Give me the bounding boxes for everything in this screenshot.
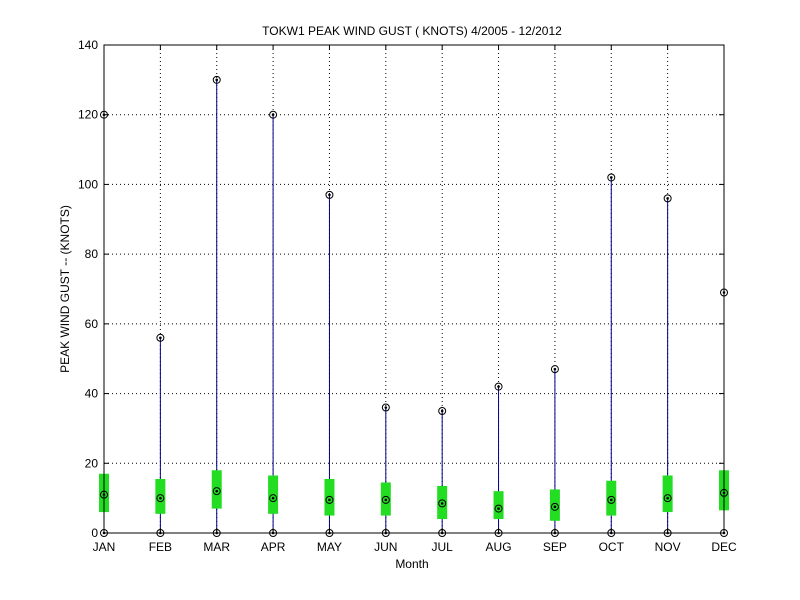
mean-marker-dot — [666, 496, 669, 500]
max-marker-dot — [159, 336, 162, 340]
y-tick-label: 120 — [78, 108, 98, 122]
x-tick-label: JUL — [432, 540, 454, 554]
mean-marker-dot — [609, 498, 613, 502]
mean-marker-dot — [328, 498, 331, 502]
mean-marker-dot — [440, 502, 444, 505]
x-tick-label: MAR — [203, 540, 230, 554]
max-marker — [663, 194, 672, 203]
max-marker-dot — [609, 176, 613, 179]
max-marker — [607, 173, 616, 182]
max-marker-dot — [553, 367, 557, 371]
plot-frame — [103, 44, 725, 534]
max-marker-dot — [328, 193, 331, 197]
box-bar — [549, 489, 560, 521]
mean-marker — [381, 495, 390, 504]
box-bar — [324, 478, 335, 516]
box-bar — [662, 475, 673, 513]
box-bar — [606, 480, 617, 516]
max-marker — [438, 407, 447, 415]
mean-marker — [438, 499, 447, 508]
mean-marker — [607, 495, 616, 504]
mean-marker — [212, 487, 221, 496]
y-ticks: 0 20 40 60 80 100 120 140 — [78, 38, 724, 540]
x-tick-label: AUG — [486, 540, 512, 554]
box-bar — [211, 470, 222, 509]
max-marker — [494, 382, 503, 391]
x-tick-label: DEC — [711, 540, 737, 554]
max-marker — [550, 365, 559, 374]
max-marker — [212, 75, 221, 84]
y-tick-label: 80 — [85, 247, 99, 261]
x-tick-label: APR — [261, 540, 286, 554]
mean-marker — [325, 495, 334, 504]
chart-title: TOKW1 PEAK WIND GUST ( KNOTS) 4/2005 - 1… — [262, 24, 562, 38]
x-tick-label: MAY — [317, 540, 342, 554]
y-axis-label: PEAK WIND GUST -- (KNOTS) — [58, 205, 72, 373]
x-tick-label: SEP — [543, 540, 567, 554]
max-marker — [381, 403, 390, 412]
mean-marker-dot — [159, 496, 162, 500]
month-box-apr — [268, 110, 279, 537]
plot-area — [104, 45, 724, 533]
mean-marker-dot — [384, 498, 388, 502]
x-tick-label: OCT — [599, 540, 625, 554]
max-marker-dot — [271, 113, 275, 117]
mean-marker — [156, 494, 165, 503]
mean-marker — [494, 504, 503, 513]
max-marker — [269, 110, 278, 119]
box-bar — [155, 478, 166, 514]
month-box-jul — [437, 407, 448, 537]
x-tick-label: FEB — [149, 540, 172, 554]
y-tick-label: 60 — [85, 317, 99, 331]
y-tick-label: 100 — [78, 177, 98, 191]
x-tick-label: JUN — [374, 540, 397, 554]
x-axis-label: Month — [395, 557, 428, 571]
mean-marker-dot — [497, 507, 500, 510]
x-tick-label: JAN — [93, 540, 116, 554]
max-marker — [156, 333, 165, 342]
mean-marker-dot — [553, 505, 557, 509]
mean-marker-dot — [271, 496, 275, 500]
y-tick-label: 20 — [85, 456, 99, 470]
max-marker-dot — [497, 385, 500, 388]
mean-marker — [663, 494, 672, 503]
max-marker-dot — [440, 409, 444, 413]
y-tick-label: 0 — [91, 526, 98, 540]
max-marker-dot — [384, 406, 388, 409]
mean-marker-dot — [215, 489, 219, 493]
x-tick-label: NOV — [655, 540, 681, 554]
mean-marker — [269, 494, 278, 503]
y-tick-label: 140 — [78, 38, 98, 52]
y-tick-label: 40 — [85, 387, 99, 401]
mean-marker — [550, 502, 559, 511]
max-marker-dot — [666, 197, 669, 200]
x-ticks: JAN FEB MAR APR MAY JUN JUL AUG SEP OCT NOV DEC — [93, 45, 737, 554]
month-box-aug — [493, 382, 504, 537]
max-marker — [325, 190, 334, 199]
max-marker-dot — [215, 78, 219, 82]
month-box-may — [324, 190, 335, 537]
